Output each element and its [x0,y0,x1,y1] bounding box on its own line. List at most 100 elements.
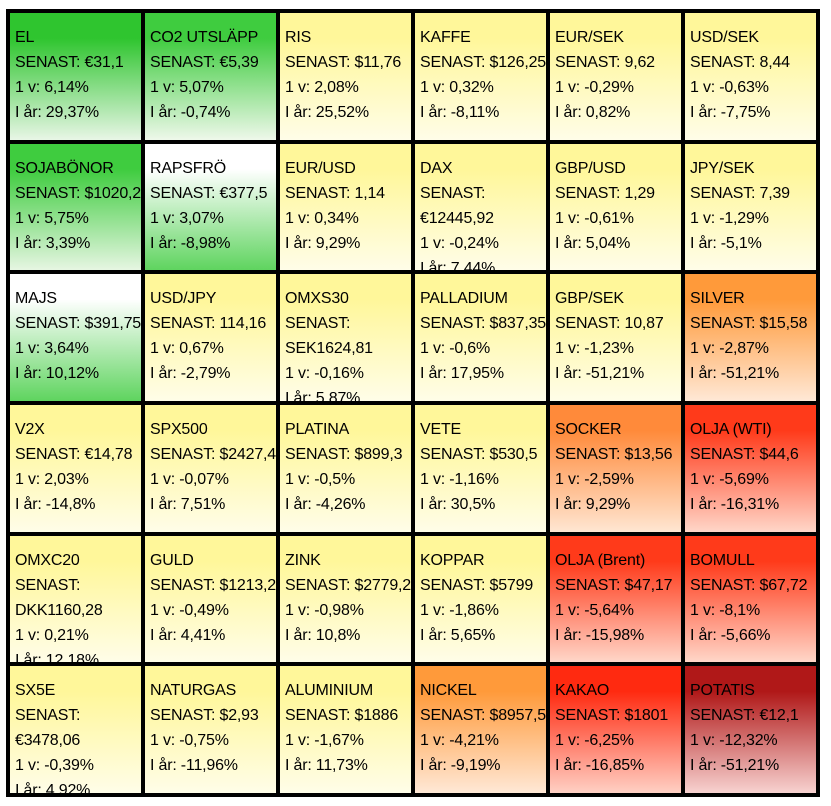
latest-price: SENAST: 9,62 [555,54,655,71]
latest-price: SENAST: $837,35 [420,315,546,333]
week-change: 1 v: -5,64% [555,601,634,619]
market-cell: KOPPAR SENAST: $5799 1 v: -1,86% I år: 5,65… [415,535,546,663]
week-change: 1 v: -8,1% [690,601,761,619]
latest-price-value: DKK1160,28 [15,601,103,619]
market-cell: NICKEL SENAST: $8957,5 1 v: -4,21% I år: -9… [415,666,546,793]
market-cell: MAJS SENAST: $391,75 1 v: 3,64% I år: 10,12… [10,274,141,401]
instrument-name: VETE [420,420,461,438]
latest-price-value: €3478,06 [15,732,81,750]
week-change: 1 v: -0,63% [690,79,769,96]
ytd-change: I år: 4,41% [150,626,226,644]
market-cell: USD/SEK SENAST: 8,44 1 v: -0,63% I år: -7,7… [685,13,816,140]
latest-price: SENAST: [15,576,81,594]
week-change: 1 v: -0,24% [420,234,499,252]
ytd-change: I år: 30,5% [420,495,496,513]
market-cell: PLATINA SENAST: $899,3 1 v: -0,5% I år: -4,… [280,404,411,532]
ytd-change: I år: -2,79% [150,365,231,383]
instrument-name: CO2 UTSLÄPP [150,29,259,46]
market-cell: SX5E SENAST: €3478,06 1 v: -0,39% I år: 4,92… [10,666,141,793]
latest-price: SENAST: [420,184,486,202]
latest-price: SENAST: $11,76 [285,54,402,71]
ytd-change: I år: -4,26% [285,495,366,513]
market-cell: GULD SENAST: $1213,2 1 v: -0,49% I år: 4,41… [145,535,276,663]
instrument-name: KAKAO [555,682,610,700]
market-cell: ZINK SENAST: $2779,25 1 v: -0,98% I år: 10,… [280,535,411,663]
week-change: 1 v: 0,34% [285,209,359,227]
latest-price: SENAST: $2,93 [150,707,259,725]
latest-price: SENAST: 7,39 [690,184,790,202]
ytd-change: I år: -15,98% [555,626,645,644]
ytd-change: I år: 10,12% [15,365,99,383]
latest-price: SENAST: $13,56 [555,445,673,463]
week-change: 1 v: -1,67% [285,732,364,750]
ytd-change: I år: -0,74% [150,104,231,121]
week-change: 1 v: -1,23% [555,340,634,358]
market-cell: SOCKER SENAST: $13,56 1 v: -2,59% I år: 9,2… [550,404,681,532]
latest-price: SENAST: 114,16 [150,315,267,333]
week-change: 1 v: 0,21% [15,626,89,644]
week-change: 1 v: -0,75% [150,732,229,750]
instrument-name: USD/JPY [150,290,217,308]
latest-price-value: €12445,92 [420,209,494,227]
ytd-change: I år: 5,65% [420,626,496,644]
latest-price: SENAST: $1801 [555,707,669,725]
week-change: 1 v: -6,25% [555,732,634,750]
ytd-change: I år: 25,52% [285,104,369,121]
market-cell: NATURGAS SENAST: $2,93 1 v: -0,75% I år: -1… [145,666,276,793]
instrument-name: EUR/SEK [555,29,624,46]
instrument-name: POTATIS [690,682,755,700]
week-change: 1 v: -0,5% [285,470,356,488]
latest-price-value: SEK1624,81 [285,340,373,358]
instrument-name: GBP/USD [555,159,626,177]
week-change: 1 v: -0,07% [150,470,229,488]
week-change: 1 v: 2,08% [285,79,359,96]
instrument-name: NICKEL [420,682,477,700]
market-cell: SOJABÖNOR SENAST: $1020,25 1 v: 5,75% I år:… [10,143,141,271]
latest-price: SENAST: $1020,25 [15,184,141,202]
market-cell: KAFFE SENAST: $126,25 1 v: 0,32% I år: -8,1… [415,13,546,140]
market-cell: SILVER SENAST: $15,58 1 v: -2,87% I år: -51… [685,274,816,401]
market-cell: SPX500 SENAST: $2427,43 1 v: -0,07% I år: 7… [145,404,276,532]
instrument-name: ZINK [285,551,321,569]
ytd-change: I år: -11,96% [150,757,238,775]
market-cell: KAKAO SENAST: $1801 1 v: -6,25% I år: -16,8… [550,666,681,793]
instrument-name: EL [15,29,35,46]
week-change: 1 v: 0,67% [150,340,224,358]
market-cell: OMXC20 SENAST: DKK1160,28 1 v: 0,21% I år: 1… [10,535,141,663]
instrument-name: KAFFE [420,29,471,46]
week-change: 1 v: -1,86% [420,601,499,619]
ytd-change: I år: -16,31% [690,495,780,513]
latest-price: SENAST: €5,39 [150,54,259,71]
ytd-change: I år: -14,8% [15,495,96,513]
latest-price: SENAST: $5799 [420,576,534,594]
week-change: 1 v: -0,49% [150,601,229,619]
ytd-change: I år: 5,87% [285,390,361,401]
week-change: 1 v: 6,14% [15,79,89,96]
ytd-change: I år: 11,73% [285,757,368,775]
instrument-name: OMXC20 [15,551,80,569]
latest-price: SENAST: $530,5 [420,445,538,463]
latest-price: SENAST: €12,1 [690,707,799,725]
market-cell: RIS SENAST: $11,76 1 v: 2,08% I år: 25,52% [280,13,411,140]
market-cell: EUR/SEK SENAST: 9,62 1 v: -0,29% I år: 0,82… [550,13,681,140]
instrument-name: PLATINA [285,420,350,438]
instrument-name: NATURGAS [150,682,237,700]
ytd-change: I år: -51,21% [690,365,780,383]
latest-price: SENAST: 8,44 [690,54,790,71]
instrument-name: GBP/SEK [555,290,624,308]
week-change: 1 v: 5,75% [15,209,89,227]
instrument-name: BOMULL [690,551,755,569]
market-cell: CO2 UTSLÄPP SENAST: €5,39 1 v: 5,07% I år: … [145,13,276,140]
ytd-change: I år: 0,82% [555,104,631,121]
latest-price: SENAST: $2427,43 [150,445,276,463]
market-cell: VETE SENAST: $530,5 1 v: -1,16% I år: 30,5% [415,404,546,532]
market-cell: ALUMINIUM SENAST: $1886 1 v: -1,67% I år: 1… [280,666,411,793]
ytd-change: I år: 12,18% [15,651,99,663]
market-cell: EL SENAST: €31,1 1 v: 6,14% I år: 29,37% [10,13,141,140]
week-change: 1 v: 2,03% [15,470,89,488]
week-change: 1 v: -12,32% [690,732,778,750]
ytd-change: I år: -16,85% [555,757,645,775]
week-change: 1 v: -1,16% [420,470,499,488]
latest-price: SENAST: $47,17 [555,576,673,594]
week-change: 1 v: -0,61% [555,209,634,227]
